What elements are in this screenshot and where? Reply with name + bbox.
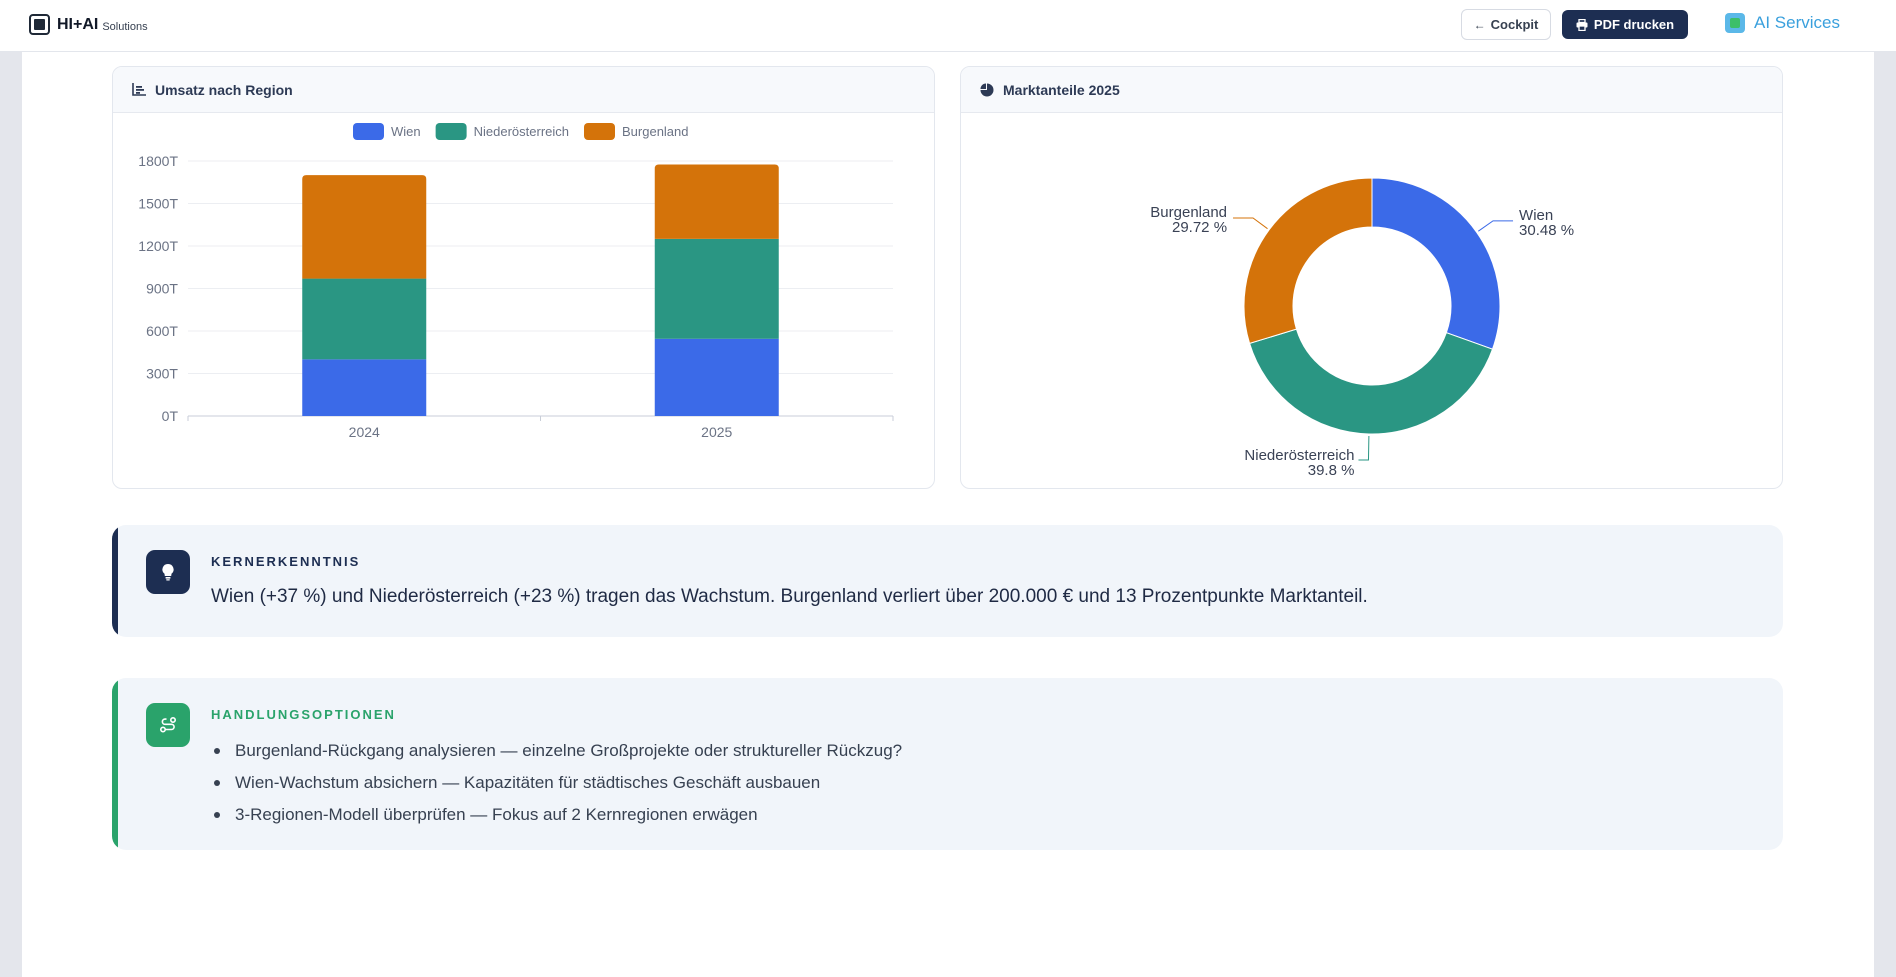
market-share-chart-body: Wien 30.48 % Niederösterreich 39.8 % Burgenl… — [961, 113, 1782, 488]
insight-text: Wien (+37 %) und Niederösterreich (+23 %… — [211, 586, 1368, 607]
arrow-left-icon: ← — [1473, 17, 1486, 32]
print-pdf-label: PDF drucken — [1593, 17, 1675, 32]
y-tick-label: 1500T — [138, 196, 178, 212]
slice-name-label: Burgenland — [1150, 204, 1227, 221]
print-pdf-button[interactable]: PDF drucken — [1562, 10, 1688, 39]
actions-label: HANDLUNGSOPTIONEN — [211, 707, 396, 722]
market-share-card-title: Marktanteile 2025 — [1003, 81, 1120, 98]
insight-accent-bar — [112, 525, 118, 637]
x-tick-label: 2025 — [701, 424, 732, 440]
report-page: Umsatz nach Region Wien Niederösterreich B… — [22, 52, 1874, 977]
donut-slice-burgenland — [1243, 177, 1373, 345]
logo-name: HI+AI — [57, 15, 99, 33]
bar-segment-burgenland — [302, 175, 427, 279]
ai-services-link[interactable]: AI Services — [1725, 13, 1840, 33]
logo-subtitle: Solutions — [102, 20, 148, 33]
revenue-chart-card: Umsatz nach Region Wien Niederösterreich B… — [112, 66, 935, 489]
slice-value-label: 29.72 % — [1172, 219, 1227, 236]
label-leader-line — [1478, 220, 1514, 232]
key-insight-callout: KERNERKENNTNIS Wien (+37 %) und Niederös… — [112, 525, 1783, 637]
action-item: Wien-Wachstum absichern — Kapazitäten fü… — [211, 767, 902, 799]
revenue-card-title: Umsatz nach Region — [155, 81, 293, 98]
pie-chart-icon — [980, 83, 994, 96]
stacked-bar-chart: Wien Niederösterreich Burgenland 0T 300T 600T… — [138, 123, 894, 440]
bar-segment-wien — [302, 359, 427, 416]
action-list: Burgenland-Rückgang analysieren — einzel… — [211, 735, 902, 831]
y-tick-label: 1800T — [138, 153, 178, 169]
slice-value-label: 39.8 % — [1308, 462, 1355, 479]
y-tick-label: 300T — [146, 366, 178, 382]
legend-label: Burgenland — [622, 124, 689, 139]
lightbulb-icon — [146, 550, 190, 594]
ai-services-label: AI Services — [1754, 13, 1840, 32]
label-leader-line — [1358, 435, 1370, 461]
page-scrollbar-track[interactable] — [1874, 52, 1896, 977]
route-icon — [146, 703, 190, 747]
market-share-card: Marktanteile 2025 Wien 30.48 % Niederöster… — [960, 66, 1783, 489]
actions-accent-bar — [112, 678, 118, 850]
action-item: Burgenland-Rückgang analysieren — einzel… — [211, 735, 902, 767]
legend-swatch — [435, 123, 467, 140]
legend-swatch — [584, 123, 615, 140]
market-share-card-header: Marktanteile 2025 — [961, 67, 1782, 113]
slice-name-label: Niederösterreich — [1244, 447, 1354, 464]
legend-swatch — [353, 123, 384, 140]
bar-segment-niederösterreich — [654, 238, 779, 339]
x-tick-label: 2024 — [349, 424, 380, 440]
legend-label: Wien — [391, 124, 421, 139]
bar-chart-icon — [132, 83, 146, 96]
y-tick-label: 900T — [146, 281, 178, 297]
revenue-chart-body: Wien Niederösterreich Burgenland 0T 300T 600T… — [113, 113, 934, 488]
bar-segment-niederösterreich — [302, 278, 427, 360]
slice-value-label: 30.48 % — [1519, 222, 1574, 239]
donut-slice-niederösterreich — [1248, 328, 1494, 435]
legend-item: Burgenland — [584, 123, 689, 140]
logo-icon — [29, 14, 50, 35]
insight-label: KERNERKENNTNIS — [211, 554, 361, 569]
legend-item: Wien — [353, 123, 421, 140]
y-tick-label: 0T — [162, 408, 179, 424]
y-tick-label: 1200T — [138, 238, 178, 254]
legend-item: Niederösterreich — [435, 123, 569, 140]
top-bar: HI+AI Solutions ← Cockpit PDF drucken AI… — [0, 0, 1896, 52]
slice-name-label: Wien — [1519, 207, 1553, 224]
bar-segment-burgenland — [654, 164, 779, 239]
cockpit-button-label: Cockpit — [1490, 17, 1539, 32]
cockpit-button[interactable]: ← Cockpit — [1461, 9, 1551, 40]
printer-icon — [1576, 18, 1588, 31]
bar-segment-wien — [654, 338, 779, 416]
donut-slice-wien — [1371, 177, 1501, 350]
revenue-card-header: Umsatz nach Region — [113, 67, 934, 113]
y-tick-label: 600T — [146, 323, 178, 339]
action-options-callout: HANDLUNGSOPTIONEN Burgenland-Rückgang an… — [112, 678, 1783, 850]
label-leader-line — [1233, 217, 1268, 230]
ai-services-icon — [1725, 13, 1745, 33]
app-logo[interactable]: HI+AI Solutions — [29, 14, 148, 35]
action-item: 3-Regionen-Modell überprüfen — Fokus auf… — [211, 799, 902, 831]
legend-label: Niederösterreich — [474, 124, 569, 139]
